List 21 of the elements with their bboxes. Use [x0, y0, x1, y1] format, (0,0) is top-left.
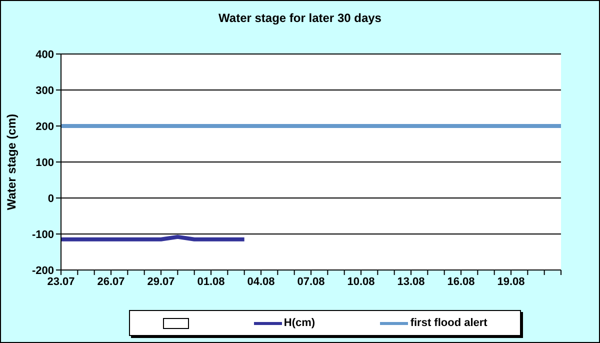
x-tick-label: 04.08 — [247, 276, 275, 288]
y-tick-label: 200 — [36, 120, 54, 133]
y-tick-label: 400 — [36, 48, 54, 61]
legend-label: H(cm) — [282, 317, 316, 329]
x-tick-label: 23.07 — [47, 276, 75, 288]
x-tick-label: 01.08 — [197, 276, 225, 288]
x-tick-label: 26.07 — [97, 276, 125, 288]
legend-label: first flood alert — [409, 317, 488, 329]
x-tick-label: 29.07 — [147, 276, 175, 288]
x-tick-label: 07.08 — [297, 276, 325, 288]
y-tick-label: 0 — [48, 192, 54, 205]
x-tick-label: 19.08 — [497, 276, 525, 288]
y-tick-label: 100 — [36, 156, 54, 169]
x-tick-label: 16.08 — [447, 276, 475, 288]
y-tick-label: -200 — [32, 264, 54, 277]
y-axis-title: Water stage (cm) — [4, 114, 18, 210]
y-tick-label: -100 — [32, 228, 54, 241]
x-tick-label: 13.08 — [397, 276, 425, 288]
chart-title: Water stage for later 30 days — [218, 11, 382, 25]
x-tick-label: 10.08 — [347, 276, 375, 288]
y-tick-label: 300 — [36, 84, 54, 97]
